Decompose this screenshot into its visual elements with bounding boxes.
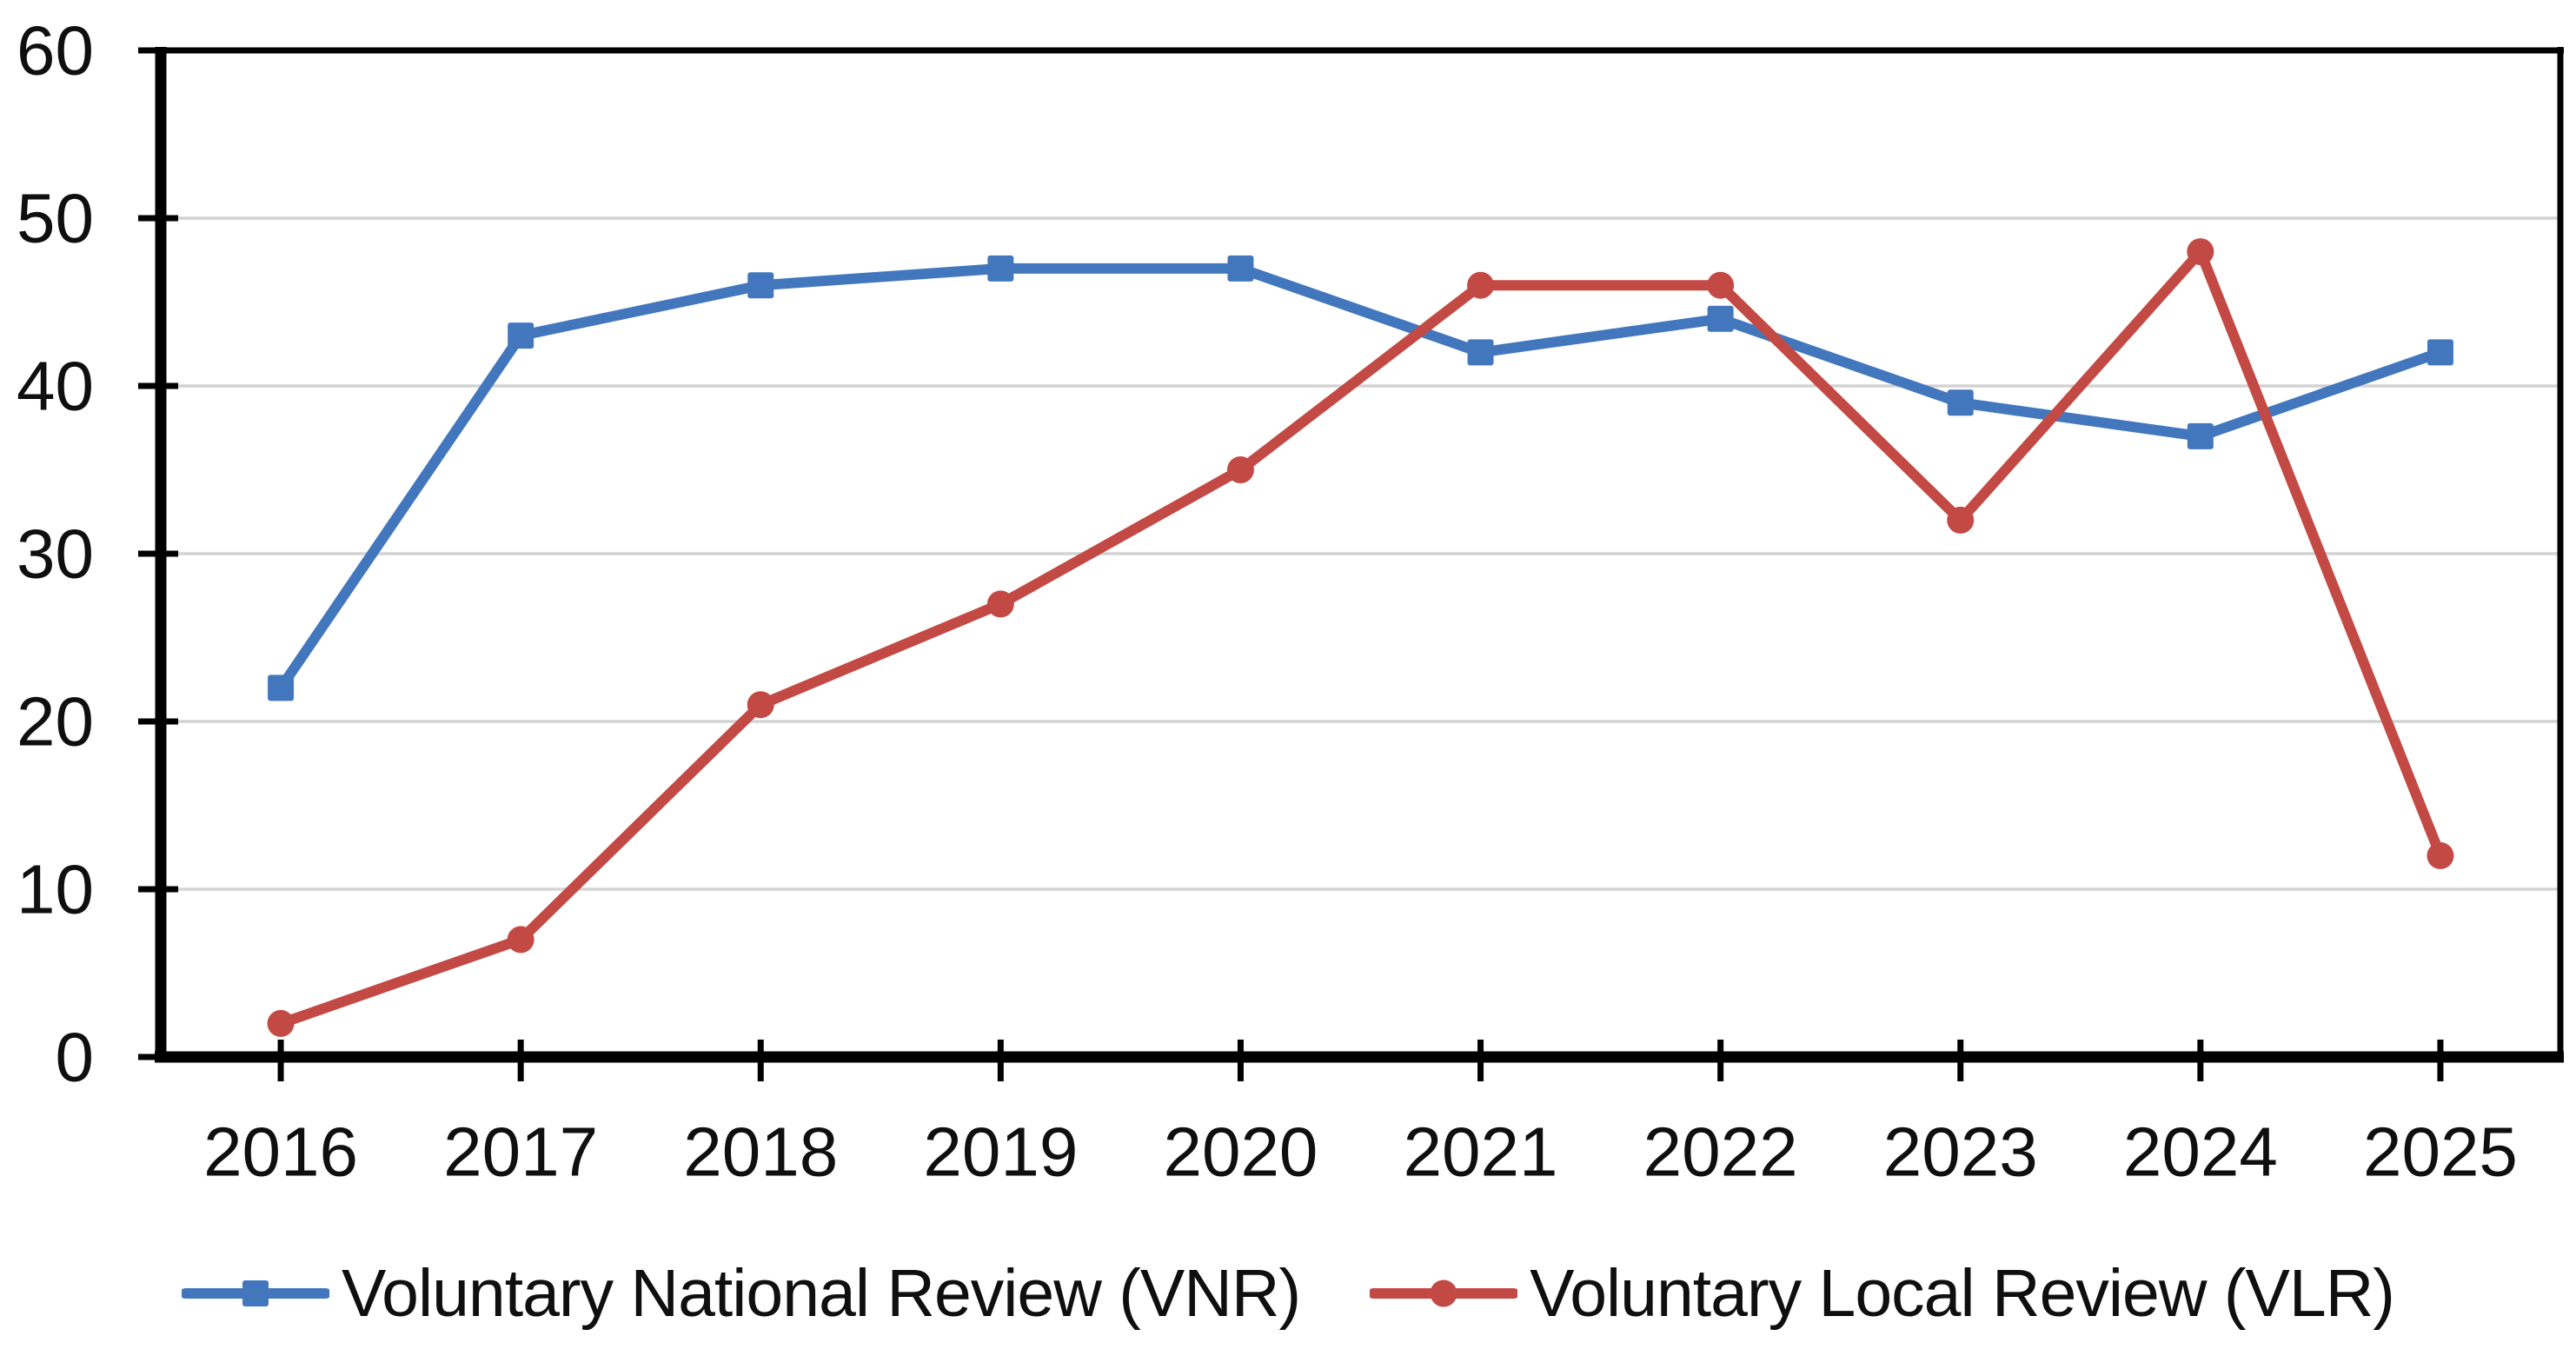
x-tick-label: 2019 — [923, 1113, 1078, 1191]
y-tick-label: 0 — [56, 1019, 95, 1096]
x-tick-label: 2017 — [443, 1113, 598, 1191]
data-point-marker — [1226, 456, 1254, 483]
data-point-marker — [1467, 271, 1495, 299]
x-tick-label: 2025 — [2363, 1113, 2518, 1191]
series-vlr — [267, 238, 2454, 1037]
y-tick-label: 20 — [17, 683, 94, 761]
data-point-marker — [2427, 841, 2454, 869]
data-point-marker — [1947, 506, 1975, 534]
x-tick-label: 2023 — [1883, 1113, 2038, 1191]
data-point-marker — [267, 1009, 295, 1037]
series-line — [276, 263, 2446, 694]
legend-sample-marker — [1430, 1280, 1457, 1307]
x-tick-label: 2016 — [203, 1113, 358, 1191]
data-point-marker — [507, 926, 534, 954]
data-point-marker — [2427, 339, 2453, 366]
y-tick-label: 30 — [17, 515, 94, 593]
x-tick-label: 2022 — [1643, 1113, 1798, 1191]
data-point-marker — [1707, 305, 1734, 332]
y-tick-label: 10 — [17, 851, 94, 928]
data-point-marker — [987, 255, 1014, 282]
legend: Voluntary National Review (VNR) Voluntar… — [0, 1241, 2576, 1346]
data-point-marker — [268, 675, 295, 701]
data-point-marker — [1467, 339, 1494, 366]
data-point-marker — [1707, 271, 1735, 299]
data-point-marker — [747, 691, 774, 719]
y-tick-label: 50 — [17, 180, 94, 257]
x-tick-label: 2020 — [1163, 1113, 1318, 1191]
legend-sample-marker — [242, 1280, 269, 1306]
x-tick-label: 2018 — [683, 1113, 838, 1191]
data-point-marker — [2187, 422, 2214, 449]
vnr-line-square-sample-icon — [182, 1280, 330, 1306]
y-tick-label: 40 — [17, 348, 94, 425]
series-vnr — [268, 255, 2453, 701]
x-tick-label: 2024 — [2123, 1113, 2278, 1191]
y-tick-label: 60 — [17, 12, 94, 90]
legend-label-vnr: Voluntary National Review (VNR) — [342, 1255, 1301, 1331]
legend-entry-vlr: Voluntary Local Review (VLR) — [1370, 1255, 2395, 1331]
legend-label-vlr: Voluntary Local Review (VLR) — [1530, 1255, 2395, 1331]
data-point-marker — [2187, 238, 2214, 266]
vlr-line-circle-sample-icon — [1370, 1280, 1518, 1307]
data-point-marker — [508, 322, 534, 349]
data-point-marker — [747, 272, 774, 299]
data-point-marker — [1947, 389, 1974, 416]
x-tick-label: 2021 — [1404, 1113, 1558, 1191]
series-line — [276, 246, 2446, 1029]
data-point-marker — [986, 590, 1014, 618]
legend-entry-vnr: Voluntary National Review (VNR) — [182, 1255, 1301, 1331]
data-point-marker — [1227, 255, 1254, 282]
